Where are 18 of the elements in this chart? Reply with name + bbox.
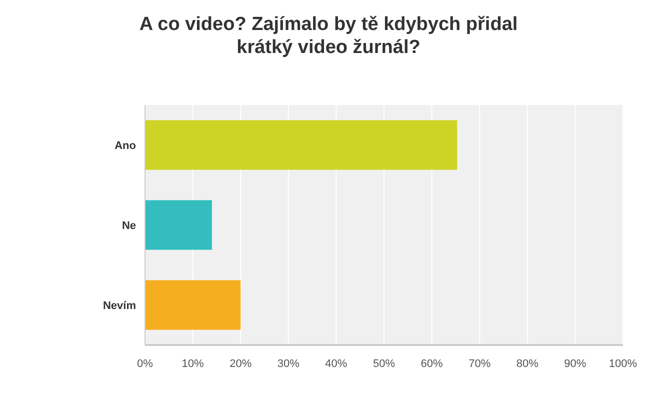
x-tick-label: 10% (182, 358, 204, 370)
x-tick-label: 90% (564, 358, 586, 370)
bar (145, 280, 241, 330)
x-tick-label: 40% (325, 358, 348, 370)
x-tick-label: 50% (372, 358, 396, 370)
bar (145, 120, 458, 170)
x-tick-label: 70% (468, 358, 491, 370)
chart-title: A co video? Zajímalo by tě kdybych přidal krátký video žurnál? (139, 14, 518, 58)
y-tick-label: Ano (114, 140, 136, 152)
x-tick-label: 60% (420, 358, 444, 370)
bar (145, 200, 212, 250)
x-tick-label: 80% (516, 358, 539, 370)
x-tick-label: 30% (277, 358, 300, 370)
x-tick-label: 20% (230, 358, 252, 370)
x-tick-label: 0% (137, 358, 154, 370)
y-tick-label: Ne (122, 220, 136, 232)
x-tick-label: 100% (608, 358, 638, 370)
y-tick-label: Nevím (102, 300, 136, 312)
